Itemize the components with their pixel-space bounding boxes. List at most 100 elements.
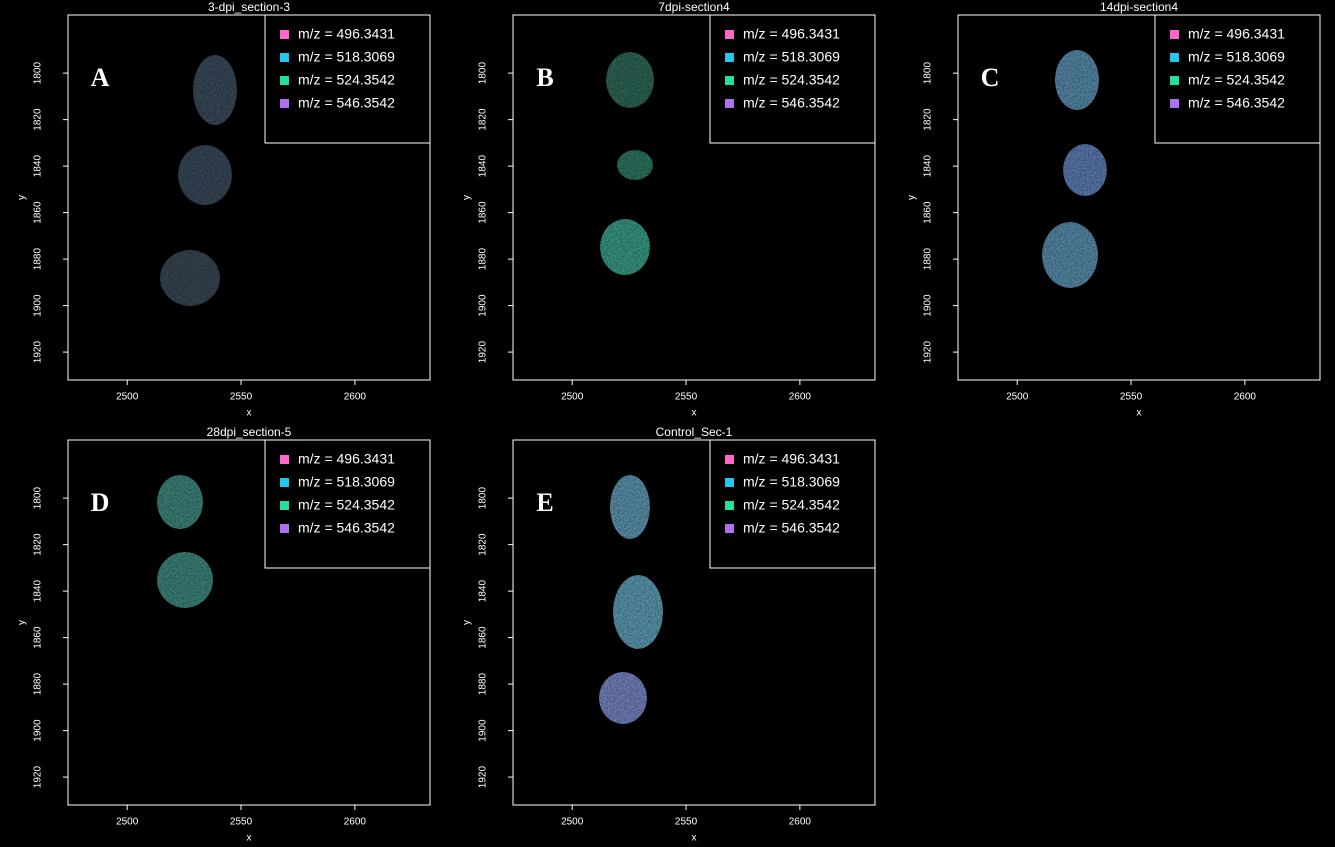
y-tick-label: 1800 bbox=[923, 62, 934, 85]
legend-label: m/z = 524.3542 bbox=[1188, 72, 1285, 88]
x-tick-label: 2600 bbox=[344, 392, 367, 403]
x-tick-label: 2600 bbox=[344, 817, 367, 828]
x-axis-label: x bbox=[247, 408, 252, 419]
legend-swatch bbox=[280, 478, 289, 487]
tissue bbox=[1055, 50, 1099, 110]
legend-swatch bbox=[280, 53, 289, 62]
y-tick-label: 1920 bbox=[33, 766, 44, 789]
tissue bbox=[157, 552, 213, 608]
x-tick-label: 2600 bbox=[1234, 392, 1257, 403]
figure: 3-dpi_section-3A250025502600180018201840… bbox=[0, 0, 1335, 847]
x-tick-label: 2500 bbox=[561, 817, 584, 828]
y-tick-label: 1900 bbox=[478, 294, 489, 317]
y-tick-label: 1800 bbox=[478, 62, 489, 85]
tissue bbox=[157, 475, 203, 529]
x-tick-label: 2550 bbox=[675, 817, 698, 828]
x-axis-label: x bbox=[1137, 408, 1142, 419]
legend-swatch bbox=[1170, 76, 1179, 85]
tissue bbox=[1063, 144, 1107, 196]
tissue bbox=[1042, 222, 1098, 288]
legend-swatch bbox=[725, 53, 734, 62]
y-tick-label: 1880 bbox=[923, 248, 934, 271]
x-tick-label: 2550 bbox=[675, 392, 698, 403]
y-tick-label: 1880 bbox=[33, 673, 44, 696]
x-tick-label: 2500 bbox=[561, 392, 584, 403]
legend-label: m/z = 524.3542 bbox=[298, 72, 395, 88]
legend-label: m/z = 518.3069 bbox=[298, 474, 395, 490]
tissue bbox=[610, 475, 650, 539]
panel-letter: A bbox=[91, 63, 110, 92]
panel-title: 28dpi_section-5 bbox=[207, 425, 292, 439]
y-tick-label: 1920 bbox=[33, 341, 44, 364]
legend-label: m/z = 496.3431 bbox=[298, 26, 395, 42]
x-tick-label: 2550 bbox=[1120, 392, 1143, 403]
y-tick-label: 1840 bbox=[33, 580, 44, 603]
legend-label: m/z = 546.3542 bbox=[1188, 95, 1285, 111]
x-tick-label: 2550 bbox=[230, 392, 253, 403]
y-tick-label: 1880 bbox=[478, 248, 489, 271]
tissue bbox=[600, 219, 650, 275]
panel-letter: B bbox=[536, 63, 553, 92]
y-tick-label: 1900 bbox=[478, 719, 489, 742]
legend-swatch bbox=[725, 455, 734, 464]
legend-label: m/z = 546.3542 bbox=[298, 520, 395, 536]
legend-label: m/z = 546.3542 bbox=[743, 95, 840, 111]
panel-letter: E bbox=[536, 488, 553, 517]
y-tick-label: 1840 bbox=[33, 155, 44, 178]
legend-label: m/z = 524.3542 bbox=[743, 497, 840, 513]
y-tick-label: 1840 bbox=[478, 580, 489, 603]
legend-swatch bbox=[1170, 99, 1179, 108]
panel-letter: D bbox=[91, 488, 110, 517]
panel-title: 14dpi-section4 bbox=[1100, 0, 1178, 14]
tissue bbox=[613, 575, 663, 649]
legend-swatch bbox=[280, 524, 289, 533]
x-tick-label: 2550 bbox=[230, 817, 253, 828]
legend-swatch bbox=[1170, 53, 1179, 62]
panel-title: 7dpi-section4 bbox=[658, 0, 730, 14]
x-axis-label: x bbox=[247, 833, 252, 844]
y-tick-label: 1820 bbox=[33, 533, 44, 556]
legend-swatch bbox=[280, 76, 289, 85]
y-tick-label: 1860 bbox=[33, 626, 44, 649]
legend-label: m/z = 518.3069 bbox=[743, 474, 840, 490]
x-tick-label: 2500 bbox=[116, 817, 139, 828]
x-axis-label: x bbox=[692, 408, 697, 419]
y-tick-label: 1860 bbox=[33, 201, 44, 224]
y-tick-label: 1860 bbox=[478, 201, 489, 224]
legend-swatch bbox=[725, 524, 734, 533]
y-tick-label: 1820 bbox=[923, 108, 934, 131]
y-tick-label: 1820 bbox=[478, 108, 489, 131]
legend: m/z = 496.3431 m/z = 518.3069 m/z = 524.35… bbox=[1155, 15, 1320, 143]
x-axis-label: x bbox=[692, 833, 697, 844]
legend-label: m/z = 496.3431 bbox=[743, 26, 840, 42]
x-tick-label: 2500 bbox=[1006, 392, 1029, 403]
y-tick-label: 1920 bbox=[478, 341, 489, 364]
legend-label: m/z = 496.3431 bbox=[1188, 26, 1285, 42]
y-tick-label: 1840 bbox=[923, 155, 934, 178]
legend-swatch bbox=[280, 455, 289, 464]
y-axis-label: y bbox=[462, 620, 473, 625]
legend-swatch bbox=[725, 478, 734, 487]
legend-label: m/z = 496.3431 bbox=[298, 451, 395, 467]
legend-label: m/z = 518.3069 bbox=[1188, 49, 1285, 65]
panel-title: Control_Sec-1 bbox=[656, 425, 733, 439]
legend-label: m/z = 524.3542 bbox=[743, 72, 840, 88]
y-tick-label: 1920 bbox=[923, 341, 934, 364]
y-tick-label: 1860 bbox=[478, 626, 489, 649]
legend-label: m/z = 546.3542 bbox=[298, 95, 395, 111]
tissue bbox=[160, 250, 220, 306]
y-axis-label: y bbox=[17, 195, 28, 200]
tissue bbox=[617, 150, 653, 180]
legend-swatch bbox=[280, 99, 289, 108]
tissue bbox=[599, 672, 647, 724]
legend-swatch bbox=[280, 30, 289, 39]
y-tick-label: 1800 bbox=[33, 62, 44, 85]
legend-swatch bbox=[725, 76, 734, 85]
panel-letter: C bbox=[981, 63, 1000, 92]
